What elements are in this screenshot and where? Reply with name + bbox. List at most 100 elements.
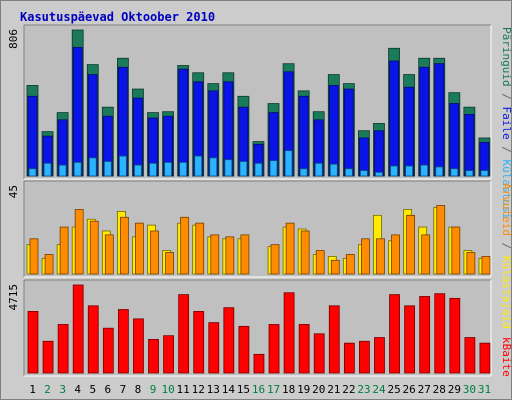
bar-kbaite-day-31 [479, 342, 491, 374]
panel-2: 45 [7, 180, 492, 278]
right-legend-part: / [500, 236, 511, 256]
bar-arvuteid-day-12 [195, 222, 205, 275]
right-legend-bottom: kBaite [500, 337, 511, 377]
x-tick-label-day-29: 29 [448, 383, 461, 396]
x-tick-label-day-24: 24 [372, 383, 386, 396]
bar-kbaite-day-25 [389, 294, 400, 374]
right-legend-part: / [500, 87, 511, 107]
bar-faile-day-24 [374, 130, 384, 177]
right-legend-part: kBaite [500, 337, 511, 377]
x-tick-label-day-9: 9 [150, 383, 157, 396]
bar-faile-day-21 [328, 85, 339, 177]
panel-1: 806 [7, 24, 492, 180]
bar-külastusi-day-28 [435, 166, 444, 177]
bar-külastusi-day-14 [224, 159, 233, 177]
x-tick-label-day-17: 17 [267, 383, 280, 396]
bar-külastusi-day-22 [344, 168, 353, 177]
x-tick-label-day-22: 22 [342, 383, 355, 396]
bar-külastusi-day-16 [254, 162, 263, 177]
bar-arvuteid-day-8 [135, 222, 144, 275]
bar-külastusi-day-26 [405, 165, 414, 177]
bar-kbaite-day-8 [133, 318, 144, 374]
x-tick-label-day-18: 18 [282, 383, 295, 396]
right-legend-part: Külastajaid [500, 256, 511, 329]
bar-kbaite-day-19 [298, 324, 310, 374]
bar-kbaite-day-24 [374, 337, 385, 374]
bar-külastusi-day-6 [103, 161, 112, 177]
bar-arvuteid-day-5 [89, 220, 99, 275]
bar-kbaite-day-22 [343, 342, 355, 374]
bar-külastusi-day-11 [179, 162, 188, 177]
right-legend-part: Arvuteid [500, 183, 511, 236]
bar-kbaite-day-9 [148, 339, 159, 374]
bar-arvuteid-day-25 [391, 234, 400, 275]
bar-faile-day-1 [27, 95, 38, 177]
right-legend-top: Päringuid / Faile / Külastusi [500, 27, 511, 219]
bar-külastusi-day-8 [134, 164, 142, 177]
bar-kbaite-day-27 [419, 296, 431, 374]
bar-arvuteid-day-24 [376, 238, 385, 275]
bar-faile-day-22 [343, 88, 354, 177]
bar-arvuteid-day-19 [300, 230, 310, 275]
bar-faile-day-11 [178, 68, 189, 177]
bar-külastusi-day-2 [43, 162, 52, 177]
bar-arvuteid-day-7 [119, 216, 129, 275]
x-tick-label-day-2: 2 [44, 383, 51, 396]
bar-külastusi-day-18 [284, 150, 293, 177]
x-tick-label-day-23: 23 [357, 383, 370, 396]
bar-külastusi-day-13 [209, 157, 218, 177]
right-legend-part: Faile [500, 106, 511, 139]
bar-arvuteid-day-3 [59, 226, 69, 275]
bar-faile-day-30 [464, 114, 475, 177]
x-tick-label-day-19: 19 [297, 383, 310, 396]
bar-arvuteid-day-27 [421, 234, 431, 275]
bar-kbaite-day-30 [464, 337, 476, 374]
bar-faile-day-29 [449, 103, 460, 177]
x-tick-label-day-20: 20 [312, 383, 325, 396]
x-tick-label-day-3: 3 [59, 383, 66, 396]
bar-faile-day-19 [298, 95, 309, 177]
bar-arvuteid-day-1 [29, 238, 39, 275]
bar-faile-day-25 [389, 60, 399, 177]
x-tick-label-day-28: 28 [433, 383, 446, 396]
bar-kbaite-day-21 [328, 305, 340, 374]
right-legend-middle: Arvuteid / Külastajaid [500, 183, 511, 329]
bar-arvuteid-day-26 [406, 214, 416, 275]
bar-külastusi-day-30 [465, 170, 474, 177]
bar-arvuteid-day-20 [315, 250, 325, 275]
bar-arvuteid-day-18 [285, 222, 295, 275]
bar-arvuteid-day-10 [165, 252, 174, 275]
x-tick-label-day-14: 14 [222, 383, 236, 396]
bar-külastusi-day-29 [450, 168, 459, 177]
bar-kbaite-day-4 [72, 284, 84, 374]
bar-kbaite-day-10 [163, 335, 174, 374]
bar-arvuteid-day-30 [466, 252, 476, 275]
bar-kbaite-day-5 [87, 305, 99, 374]
bar-kbaite-day-18 [283, 292, 295, 374]
bar-arvuteid-day-23 [361, 238, 370, 275]
bar-kbaite-day-26 [404, 305, 416, 374]
x-axis-tick-labels: 1 2 3 4 5 6 7 8 9 10 11 12 13 14 15 16 17 18 19 20 21 22 23 24 2… [29, 383, 491, 396]
bar-kbaite-day-13 [208, 322, 220, 374]
x-tick-label-day-26: 26 [403, 383, 416, 396]
bar-kbaite-day-1 [27, 311, 39, 374]
x-tick-label-day-4: 4 [74, 383, 81, 396]
bar-külastusi-day-23 [360, 170, 368, 177]
bar-arvuteid-day-11 [180, 216, 190, 275]
bar-kbaite-day-12 [193, 311, 205, 374]
bar-kbaite-day-7 [117, 309, 129, 374]
bar-kbaite-day-3 [57, 324, 69, 374]
bar-külastusi-day-3 [58, 164, 67, 177]
right-legend-part: Külastusi [500, 159, 511, 219]
bar-külastusi-day-1 [28, 168, 37, 177]
x-tick-label-day-6: 6 [105, 383, 112, 396]
bar-külastusi-day-17 [269, 160, 278, 177]
bar-arvuteid-day-17 [270, 244, 280, 275]
bar-külastusi-day-15 [239, 161, 248, 177]
x-tick-label-day-25: 25 [387, 383, 400, 396]
bar-arvuteid-day-13 [210, 234, 220, 275]
bar-faile-day-4 [72, 46, 83, 177]
